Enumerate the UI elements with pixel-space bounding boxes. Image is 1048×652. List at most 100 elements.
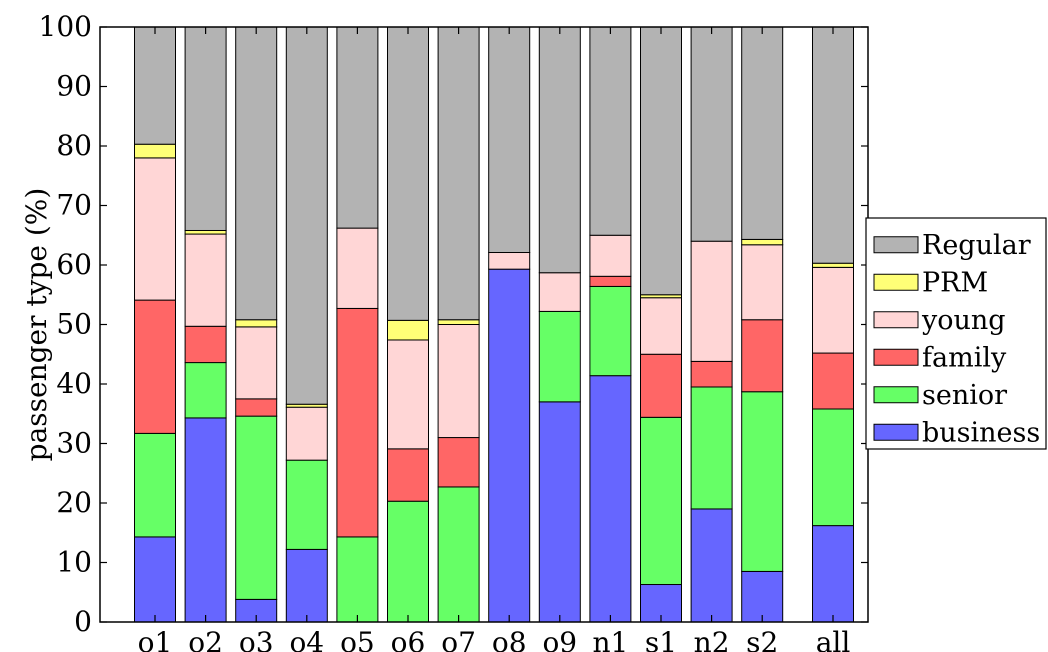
bar-o2-regular: [184, 26, 227, 231]
x-tick-label-o2: o2: [188, 626, 223, 652]
y-tick-label-60: 60: [56, 248, 92, 281]
bar-s2-prm: [741, 238, 784, 246]
bar-o9-regular: [538, 26, 581, 274]
bar-o3-young: [235, 326, 278, 400]
legend: Regular PRM young family senior business: [865, 217, 1047, 450]
legend-swatch-senior: [873, 386, 919, 404]
x-tick-label-o8: o8: [492, 626, 527, 652]
bar-o4-young: [285, 406, 328, 461]
bar-o3-regular: [235, 26, 278, 321]
bar-o3-family: [235, 398, 278, 417]
bar-o4-regular: [285, 26, 328, 405]
bar-o6-senior: [387, 500, 429, 623]
x-tick-label-s2: s2: [746, 626, 778, 652]
bar-o7-family: [437, 437, 480, 488]
legend-label-family: family: [922, 342, 1007, 373]
bar-o1-prm: [134, 143, 176, 159]
bar-o6-prm: [387, 319, 429, 341]
y-tick-label-0: 0: [74, 605, 92, 638]
bar-s1-young: [640, 297, 682, 355]
x-tick-label-o7: o7: [441, 626, 476, 652]
y-tick-label-40: 40: [56, 367, 92, 400]
bar-o7-prm: [437, 319, 480, 325]
bar-o5-senior: [336, 536, 379, 623]
bar-o6-young: [387, 339, 429, 450]
x-tick-label-o1: o1: [138, 626, 173, 652]
bar-s2-regular: [741, 26, 784, 240]
bar-o2-prm: [184, 229, 227, 235]
legend-swatch-family: [873, 348, 919, 366]
x-tick-label-o6: o6: [391, 626, 426, 652]
bar-s1-family: [640, 353, 682, 418]
bar-all-prm: [812, 262, 854, 268]
y-axis: 0 10 20 30 40 50 60 70 80 90 100: [39, 10, 868, 638]
bar-o1-family: [134, 299, 176, 434]
bar-o5-young: [336, 227, 379, 309]
bar-n1-business: [589, 375, 632, 623]
bar-n1-family: [589, 275, 632, 287]
bar-o1-regular: [134, 26, 176, 145]
y-tick-label-90: 90: [56, 70, 92, 103]
x-tick-label-o4: o4: [289, 626, 324, 652]
bar-o2-senior: [184, 362, 227, 419]
bar-all-regular: [812, 26, 854, 264]
x-axis: o1 o2 o3 o4 o5 o6 o7 o8 o9 n1 s1 n2 s2 all: [138, 27, 850, 652]
bar-o4-senior: [285, 459, 328, 550]
bar-o6-family: [387, 448, 429, 502]
x-tick-label-o3: o3: [239, 626, 274, 652]
x-tick-label-o9: o9: [542, 626, 577, 652]
bars-group: [134, 26, 854, 623]
x-tick-label-n1: n1: [592, 626, 628, 652]
y-tick-label-80: 80: [56, 129, 92, 162]
y-tick-label-50: 50: [56, 308, 92, 341]
bar-o9-business: [538, 401, 581, 623]
y-tick-label-10: 10: [56, 546, 92, 579]
bar-o8-young: [488, 252, 531, 270]
bar-o3-senior: [235, 415, 278, 600]
bar-s1-senior: [640, 416, 682, 586]
legend-label-senior: senior: [922, 380, 1007, 411]
bar-o1-senior: [134, 432, 176, 538]
legend-label-business: business: [922, 417, 1040, 448]
bar-o9-senior: [538, 310, 581, 403]
bar-o7-regular: [437, 26, 480, 321]
bar-o2-business: [184, 417, 227, 623]
bar-o5-regular: [336, 26, 379, 229]
legend-box: [865, 217, 1047, 450]
bar-all-family: [812, 352, 854, 410]
bar-n1-young: [589, 234, 632, 277]
bar-n1-regular: [589, 26, 632, 236]
bar-all-senior: [812, 408, 854, 527]
bar-o4-business: [285, 548, 328, 623]
bar-n2-young: [690, 240, 733, 362]
y-tick-label-70: 70: [56, 189, 92, 222]
bar-o3-prm: [235, 319, 278, 328]
bar-o2-family: [184, 325, 227, 364]
bar-all-young: [812, 266, 854, 354]
bar-n2-family: [690, 360, 733, 388]
bar-o5-family: [336, 307, 379, 538]
bar-o8-business: [488, 268, 531, 623]
legend-swatch-regular: [873, 236, 919, 254]
bar-o1-business: [134, 536, 176, 623]
bar-s2-family: [741, 319, 784, 393]
bar-s2-senior: [741, 391, 784, 572]
x-tick-label-n2: n2: [694, 626, 730, 652]
y-tick-label-20: 20: [56, 486, 92, 519]
bar-n2-senior: [690, 386, 733, 510]
bar-all-business: [812, 525, 854, 623]
bar-o8-regular: [488, 26, 531, 254]
x-tick-label-o5: o5: [340, 626, 375, 652]
bar-o7-young: [437, 324, 480, 439]
legend-label-regular: Regular: [922, 230, 1031, 261]
y-axis-title: passenger type (%): [20, 188, 53, 462]
bar-n1-senior: [589, 285, 632, 377]
bar-o7-senior: [437, 486, 480, 623]
x-tick-label-s1: s1: [645, 626, 677, 652]
bar-o1-young: [134, 157, 176, 301]
y-tick-label-100: 100: [39, 10, 92, 43]
bar-o2-young: [184, 233, 227, 327]
legend-swatch-young: [873, 311, 919, 329]
bar-o6-regular: [387, 26, 429, 321]
